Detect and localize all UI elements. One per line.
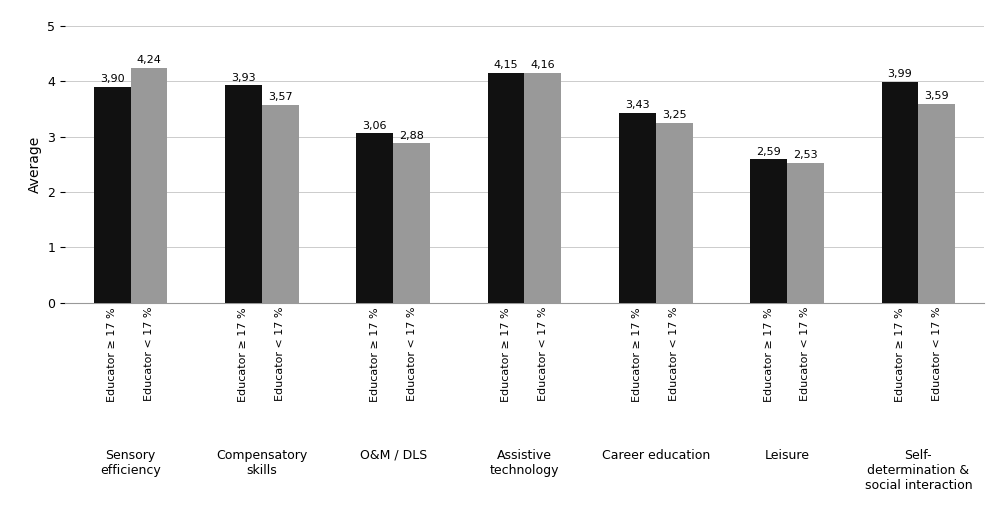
Text: 2,88: 2,88 xyxy=(400,130,424,140)
Bar xyxy=(488,73,524,303)
Text: 3,59: 3,59 xyxy=(924,91,949,101)
Text: 4,16: 4,16 xyxy=(530,60,555,70)
Text: 4,24: 4,24 xyxy=(137,55,162,65)
Text: 2,53: 2,53 xyxy=(793,150,818,160)
Text: 3,25: 3,25 xyxy=(662,110,686,120)
Bar xyxy=(262,105,299,303)
Text: Compensatory
skills: Compensatory skills xyxy=(216,448,308,477)
Text: 3,93: 3,93 xyxy=(231,73,256,82)
Text: Career education: Career education xyxy=(601,448,710,461)
Bar xyxy=(94,87,131,303)
Text: O&M / DLS: O&M / DLS xyxy=(360,448,427,461)
Text: 2,59: 2,59 xyxy=(756,147,781,157)
Bar xyxy=(655,123,692,303)
Bar xyxy=(881,82,918,303)
Text: 3,43: 3,43 xyxy=(625,100,649,110)
Text: 3,06: 3,06 xyxy=(363,121,387,130)
Bar xyxy=(918,104,955,303)
Bar xyxy=(524,73,561,303)
Bar xyxy=(750,159,787,303)
Y-axis label: Average: Average xyxy=(28,136,42,193)
Bar xyxy=(225,85,262,303)
Bar xyxy=(787,163,824,303)
Text: 3,57: 3,57 xyxy=(268,92,293,102)
Bar xyxy=(394,144,430,303)
Bar xyxy=(357,134,394,303)
Text: Self-
determination &
social interaction: Self- determination & social interaction xyxy=(864,448,972,492)
Text: 4,15: 4,15 xyxy=(494,61,518,70)
Text: Sensory
efficiency: Sensory efficiency xyxy=(100,448,161,477)
Bar xyxy=(131,68,168,303)
Text: 3,99: 3,99 xyxy=(887,69,912,79)
Text: 3,90: 3,90 xyxy=(100,74,125,84)
Bar xyxy=(619,113,655,303)
Text: Leisure: Leisure xyxy=(764,448,809,461)
Text: Assistive
technology: Assistive technology xyxy=(490,448,559,477)
